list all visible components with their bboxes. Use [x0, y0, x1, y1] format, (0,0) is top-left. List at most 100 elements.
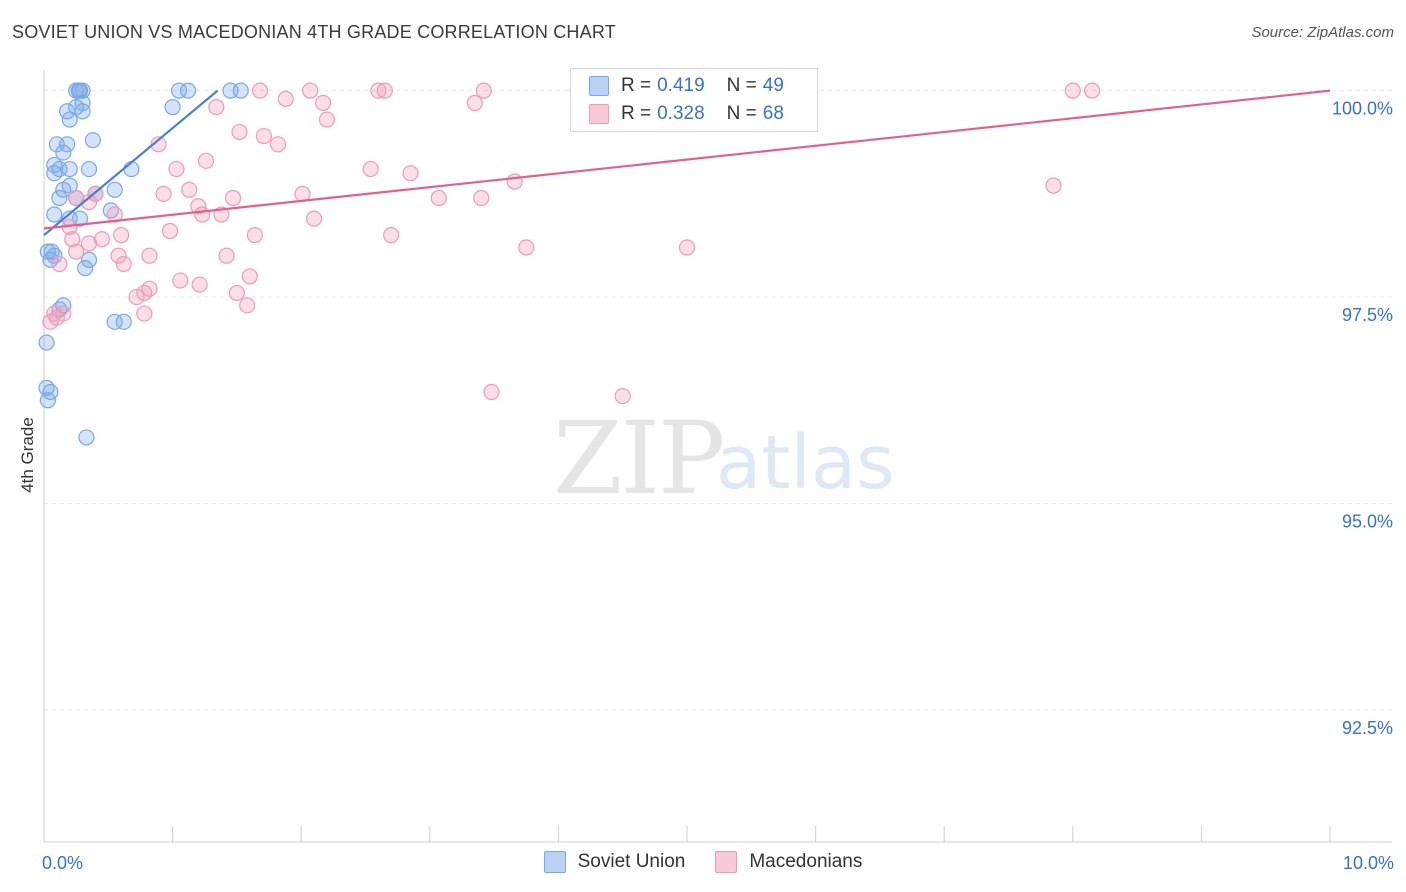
data-point	[84, 132, 101, 149]
legend-n-value: 49	[762, 75, 784, 96]
legend-label-macedonians: Macedonians	[749, 851, 863, 872]
data-point	[251, 82, 269, 99]
data-point	[191, 276, 208, 293]
legend-swatch-soviet-union	[543, 851, 566, 873]
legend-item-soviet-union[interactable]: Soviet Union	[543, 851, 685, 873]
legend-r-value: 0.328	[657, 103, 705, 124]
x-tick-label: 0.0%	[42, 853, 83, 873]
data-point	[51, 255, 68, 273]
chart-source: Source: ZipAtlas.com	[1251, 24, 1394, 41]
points-layer	[38, 82, 1101, 446]
data-point	[318, 111, 336, 128]
data-point	[168, 160, 185, 178]
data-point	[246, 227, 264, 244]
data-point	[141, 247, 158, 264]
data-point	[1045, 177, 1062, 194]
data-point	[110, 247, 127, 264]
data-point	[208, 99, 225, 116]
data-point	[376, 82, 393, 99]
data-point	[93, 231, 110, 248]
data-point	[232, 82, 249, 99]
x-tick-label: 10.0%	[1343, 853, 1394, 873]
legend-item-macedonians[interactable]: Macedonians	[715, 851, 862, 873]
data-point	[402, 165, 419, 182]
legend-n-label: N =	[726, 75, 757, 96]
trend-line	[43, 89, 1331, 230]
watermark-zip: ZIP	[553, 400, 725, 517]
data-point	[51, 189, 68, 207]
data-point	[61, 111, 78, 128]
data-point	[106, 181, 123, 198]
y-tick-label: 100.0%	[1332, 99, 1393, 119]
data-point	[61, 160, 78, 178]
legend-r-label: R =	[621, 75, 652, 96]
data-point	[80, 235, 98, 252]
axis-layer	[43, 70, 1392, 843]
trend-line	[43, 89, 219, 236]
data-point	[179, 82, 197, 99]
legend-swatch-macedonians	[715, 851, 738, 873]
data-point	[68, 243, 85, 260]
data-point	[224, 189, 242, 207]
data-point	[255, 127, 273, 145]
data-point	[80, 160, 98, 178]
data-point	[74, 103, 91, 120]
data-point	[80, 194, 98, 211]
data-point	[430, 189, 447, 207]
data-point	[518, 239, 535, 256]
legend-n-label: N =	[726, 103, 757, 124]
data-point	[55, 144, 72, 161]
data-point	[269, 136, 287, 153]
legend-swatch-soviet-union	[589, 76, 609, 96]
data-point	[123, 160, 140, 178]
data-point	[113, 227, 130, 244]
y-axis-label: 4th Grade	[18, 417, 37, 493]
data-point	[475, 82, 492, 99]
chart-title: SOVIET UNION VS MACEDONIAN 4TH GRADE COR…	[12, 22, 616, 42]
y-tick-label: 97.5%	[1342, 305, 1393, 325]
trend-layer	[43, 89, 1331, 236]
tick-label-layer: 92.5% 95.0% 97.5% 100.0% 0.0% 10.0%	[42, 99, 1394, 873]
data-point	[218, 247, 235, 264]
legend-n-value: 68	[762, 103, 784, 124]
data-point	[228, 284, 245, 302]
data-point	[314, 94, 332, 112]
legend-swatch-macedonians	[589, 104, 609, 124]
legend-r-label: R =	[621, 103, 652, 124]
data-point	[70, 82, 87, 99]
data-point	[128, 288, 145, 306]
legend-row-macedonians: R = 0.328 N = 68	[589, 101, 784, 127]
data-point	[1083, 82, 1101, 99]
legend-row-soviet-union: R = 0.419 N = 49	[589, 73, 784, 99]
data-point	[42, 313, 59, 330]
data-point	[172, 272, 189, 289]
data-point	[383, 227, 400, 244]
data-point	[678, 239, 696, 256]
data-point	[80, 251, 98, 269]
data-point	[1064, 82, 1081, 99]
data-point	[194, 206, 211, 223]
data-point	[466, 94, 483, 112]
data-point	[115, 255, 132, 273]
data-point	[161, 222, 179, 240]
data-point	[77, 260, 94, 277]
legend-r-value: 0.419	[657, 75, 705, 96]
series-legend: Soviet Union Macedonians	[0, 851, 1406, 873]
data-point	[55, 305, 72, 322]
data-point	[64, 231, 81, 248]
data-point	[136, 284, 153, 302]
data-point	[39, 392, 56, 409]
data-point	[42, 251, 59, 269]
watermark-atlas: atlas	[716, 420, 895, 506]
grid-layer	[44, 90, 1392, 711]
data-point	[38, 334, 55, 351]
data-point	[170, 82, 188, 99]
data-point	[74, 82, 91, 99]
y-tick-label: 95.0%	[1342, 511, 1393, 531]
data-point	[614, 388, 631, 405]
data-point	[106, 313, 123, 330]
data-point	[155, 185, 172, 202]
data-point	[46, 165, 63, 182]
data-point	[197, 152, 215, 169]
